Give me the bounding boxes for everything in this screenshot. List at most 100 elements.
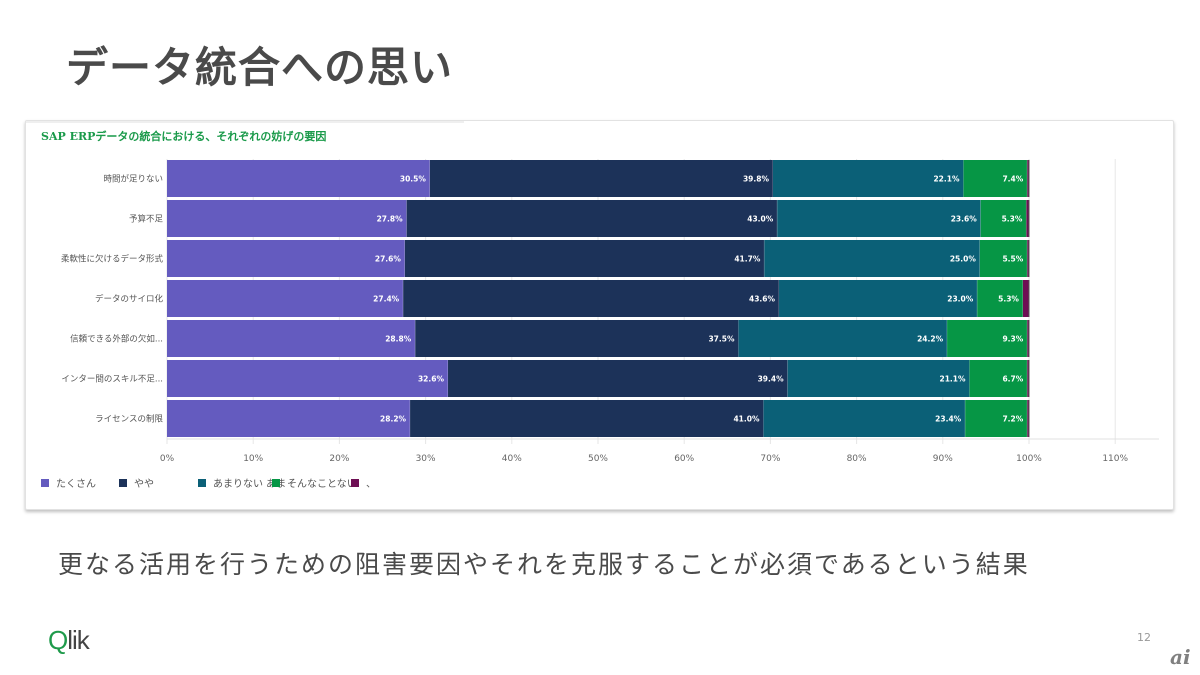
bar-segment: [1022, 280, 1029, 317]
legend-label: やや: [134, 479, 154, 490]
x-tick-label: 110%: [1102, 454, 1128, 464]
data-label: 37.5%: [708, 335, 735, 344]
data-label: 7.2%: [1002, 415, 1023, 424]
bar-segment: [167, 320, 416, 357]
x-tick-label: 90%: [933, 454, 953, 464]
category-label: 柔軟性に欠けるデータ形式: [61, 254, 164, 265]
chart-title: SAP ERPデータの統合における、それぞれの妨げの要因: [41, 130, 327, 143]
bar-segment: [979, 240, 1028, 277]
bar-segment: [448, 360, 788, 397]
bar-segment: [410, 400, 764, 437]
legend-label: 、: [366, 479, 376, 490]
legend-swatch: [119, 478, 127, 487]
data-label: 39.8%: [743, 175, 770, 184]
data-label: 21.1%: [939, 375, 966, 384]
qlik-logo: Qlik: [48, 625, 90, 656]
bar-segment: [404, 240, 765, 277]
data-label: 9.3%: [1002, 335, 1023, 344]
legend-swatch: [198, 478, 206, 487]
bar-segment: [1027, 320, 1029, 357]
data-label: 41.7%: [734, 255, 761, 264]
data-label: 5.3%: [1002, 215, 1023, 224]
data-label: 24.2%: [917, 335, 944, 344]
data-label: 6.7%: [1002, 375, 1023, 384]
legend-item[interactable]: やや: [119, 475, 154, 490]
data-label: 41.0%: [733, 415, 760, 424]
x-tick-label: 100%: [1016, 454, 1042, 464]
stacked-bar-chart: 0% 10% 20% 30% 40% 50% 60% 70% 80% 90% 100% 110% 時間が…: [61, 159, 1159, 464]
bar-segment: [1026, 200, 1029, 237]
legend-label: そんなことない: [287, 479, 357, 490]
page-number: 12: [1137, 631, 1151, 644]
bar-segment: [777, 200, 981, 237]
data-label: 23.6%: [951, 215, 978, 224]
x-tick-label: 60%: [674, 454, 694, 464]
logo-q: Q: [48, 625, 68, 655]
data-label: 27.8%: [377, 215, 404, 224]
legend-swatch: [351, 478, 359, 487]
x-tick-label: 40%: [502, 454, 522, 464]
legend-item[interactable]: たくさん: [41, 475, 96, 490]
legend-item[interactable]: 、: [351, 475, 376, 490]
chart-card: SAP ERPデータの統合における、それぞれの妨げの要因 0% 10% 20% 30%…: [25, 120, 1174, 510]
card-top-divider: [26, 121, 464, 123]
data-label: 25.0%: [950, 255, 977, 264]
data-label: 39.4%: [758, 375, 785, 384]
bar-segment: [403, 280, 780, 317]
bar-segment: [167, 200, 407, 237]
legend-item[interactable]: そんなことない: [272, 475, 357, 490]
watermark-logo: ai: [1170, 645, 1191, 669]
bar-segment: [779, 280, 978, 317]
bar-segment: [1027, 240, 1029, 277]
category-label: 信頼できる外部の欠如...: [70, 334, 163, 345]
legend-label: あまりない あま: [213, 479, 287, 490]
bar-segment: [1027, 160, 1029, 197]
data-label: 43.6%: [749, 295, 776, 304]
bar-segment: [772, 160, 964, 197]
bar-segment: [1027, 400, 1029, 437]
bar-segment: [980, 200, 1027, 237]
x-tick-label: 50%: [588, 454, 608, 464]
x-tick-label: 0%: [160, 454, 175, 464]
bar-segment: [947, 320, 1028, 357]
slide-title: データ統合への思い: [66, 43, 454, 92]
x-tick-label: 70%: [760, 454, 780, 464]
logo-rest: lik: [67, 625, 90, 655]
bar-segment: [429, 160, 773, 197]
bar-segment: [167, 160, 430, 197]
x-tick-label: 80%: [847, 454, 867, 464]
data-label: 30.5%: [400, 175, 427, 184]
data-label: 28.8%: [385, 335, 412, 344]
legend-item[interactable]: あまりない あま: [198, 475, 286, 490]
bar-segment: [406, 200, 778, 237]
slide-subtitle: 更なる活用を行うための阻害要因やそれを克服することが必須であるという結果: [58, 550, 1030, 579]
data-label: 5.5%: [1002, 255, 1023, 264]
bar-segment: [965, 400, 1028, 437]
bar-segment: [167, 400, 411, 437]
data-label: 5.3%: [998, 295, 1019, 304]
bar-segment: [977, 280, 1023, 317]
data-label: 23.4%: [935, 415, 962, 424]
data-label: 27.4%: [373, 295, 400, 304]
bar-segment: [167, 240, 405, 277]
data-label: 23.0%: [947, 295, 974, 304]
bar-segment: [1027, 360, 1029, 397]
bar-segment: [764, 240, 980, 277]
category-label: 予算不足: [129, 214, 164, 225]
data-label: 32.6%: [418, 375, 445, 384]
bar-segment: [763, 400, 966, 437]
x-tick-label: 10%: [243, 454, 263, 464]
bar-segment: [969, 360, 1028, 397]
data-label: 22.1%: [933, 175, 960, 184]
bar-segment: [415, 320, 739, 357]
category-label: インター間のスキル不足...: [61, 375, 163, 385]
bar-segment: [167, 360, 449, 397]
bar-segment: [787, 360, 970, 397]
data-label: 27.6%: [375, 255, 402, 264]
data-label: 43.0%: [747, 215, 774, 224]
x-tick-label: 30%: [416, 454, 436, 464]
legend-swatch: [41, 478, 49, 487]
data-label: 7.4%: [1002, 175, 1023, 184]
x-tick-label: 20%: [329, 454, 349, 464]
category-label: データのサイロ化: [95, 294, 164, 305]
